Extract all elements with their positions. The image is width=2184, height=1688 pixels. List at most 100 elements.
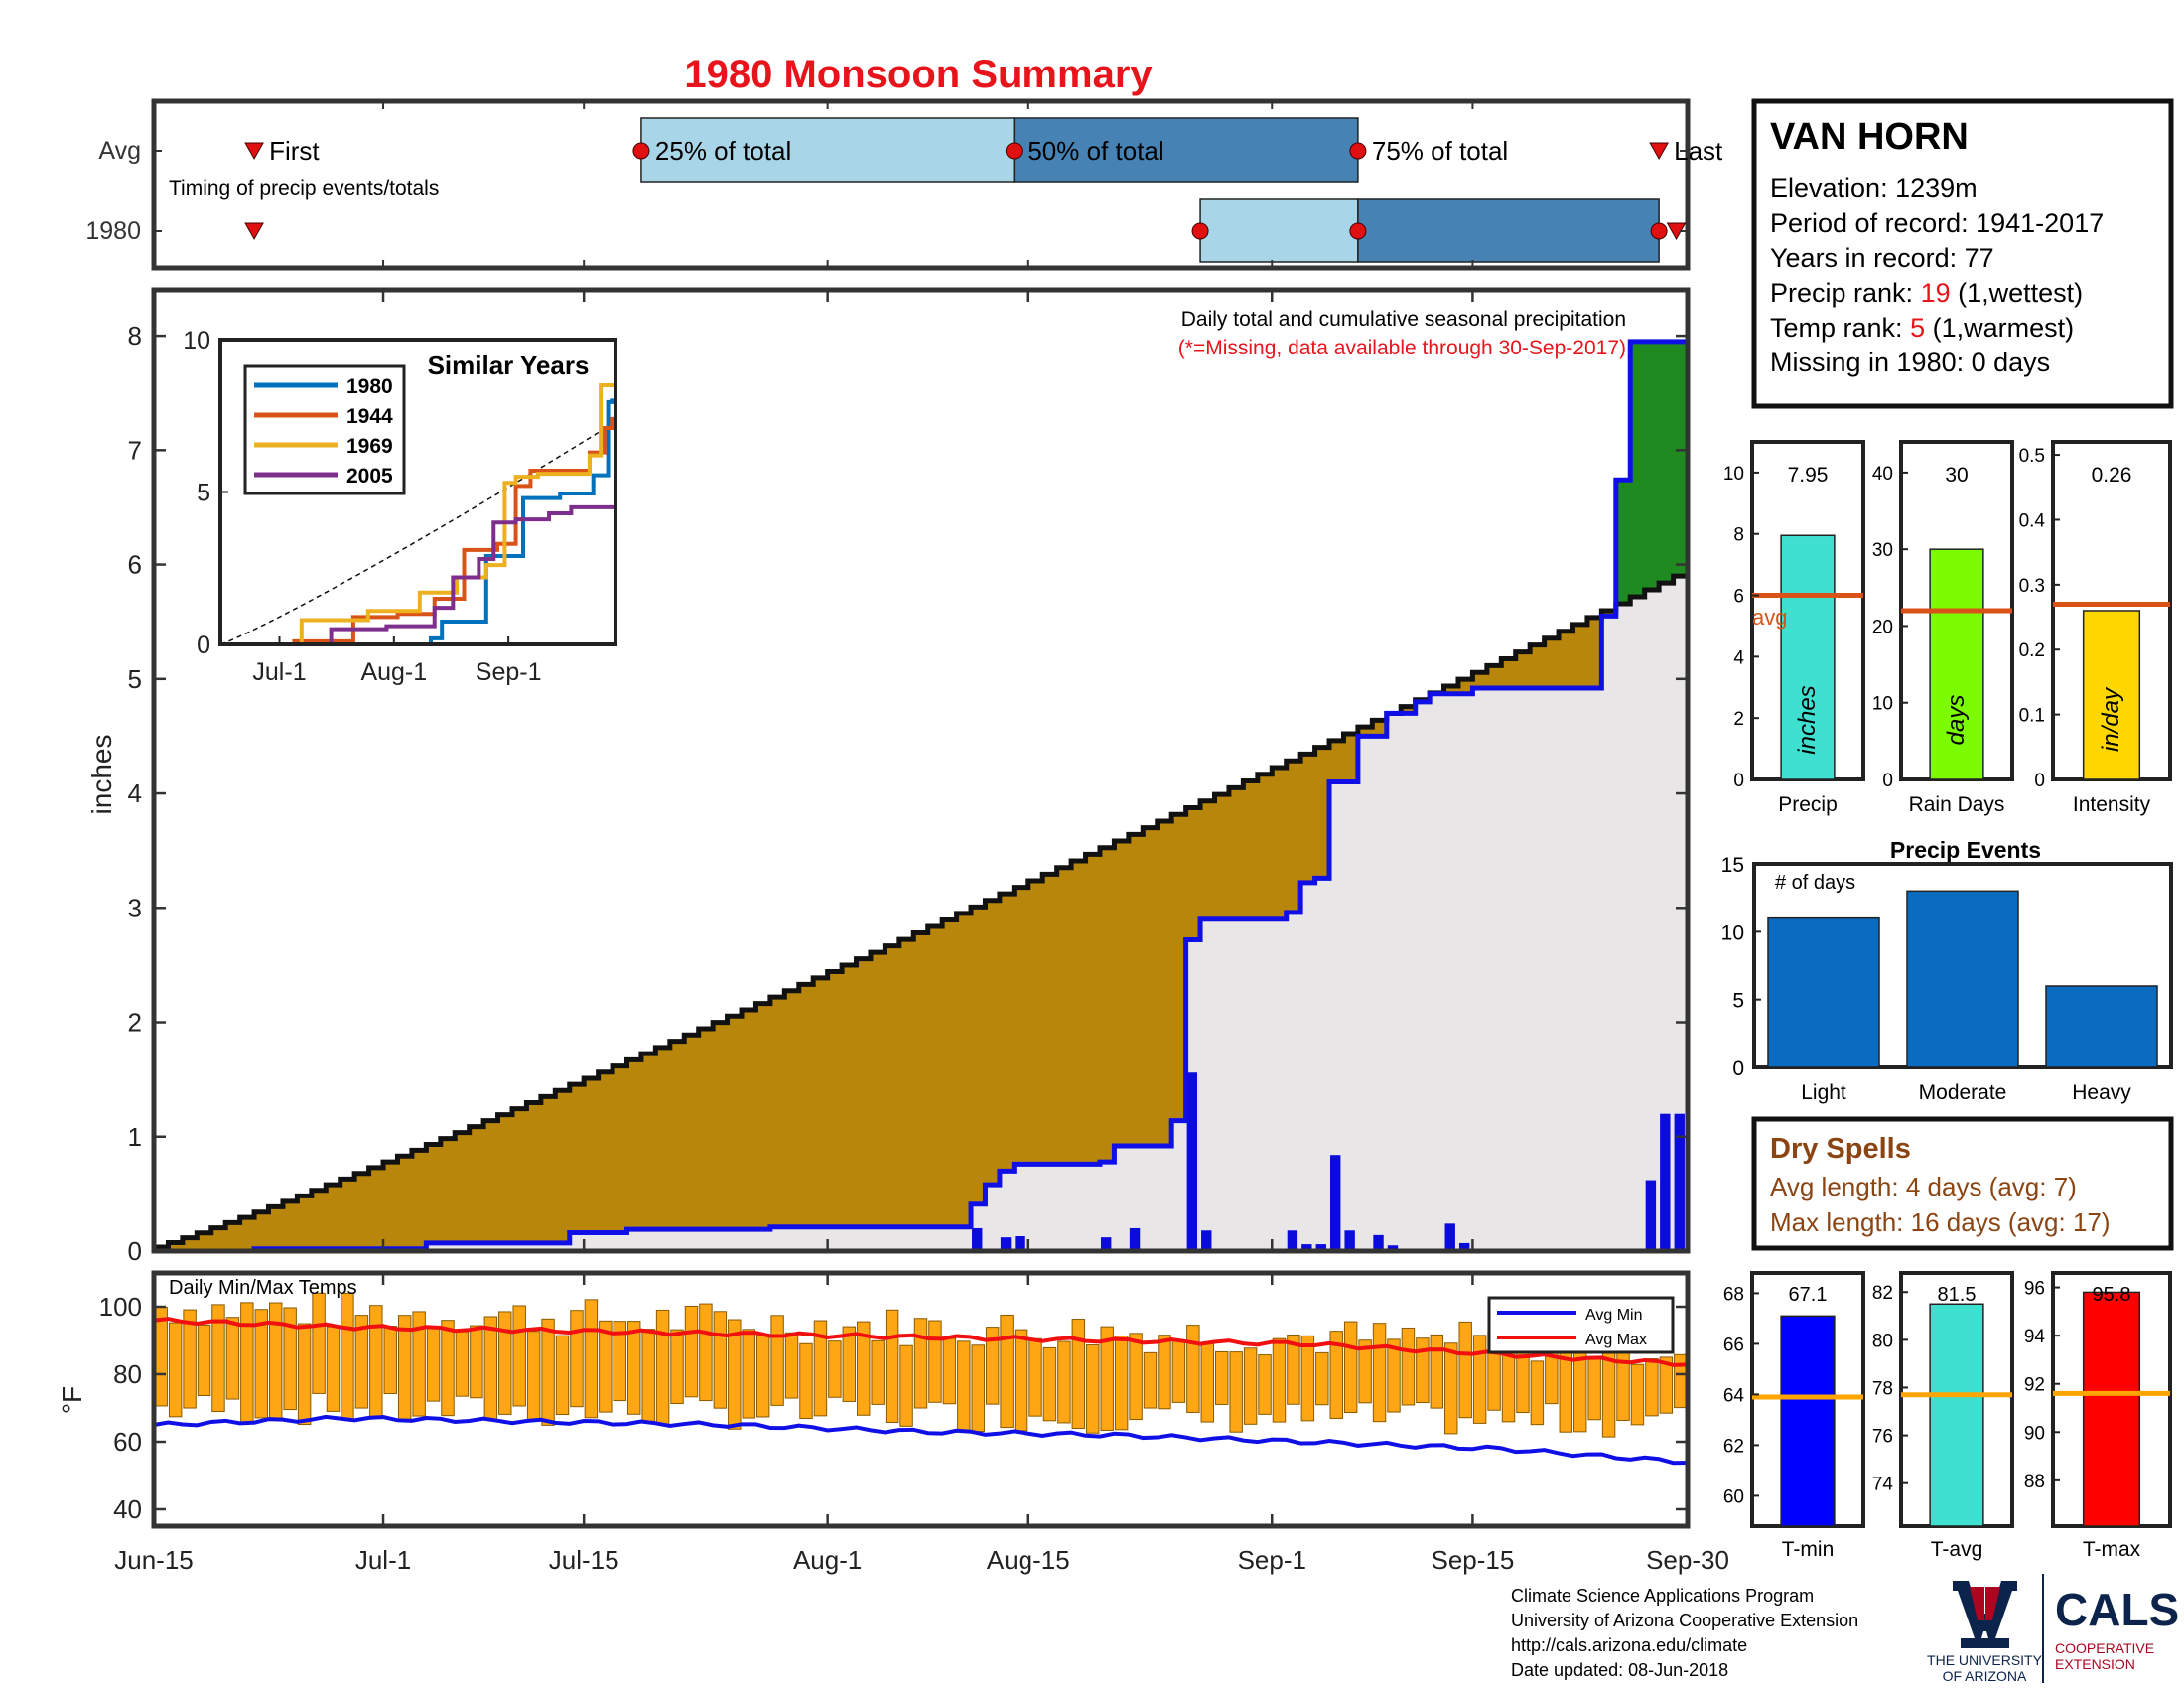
cumulative-base-area xyxy=(727,1229,743,1251)
cumulative-deficit-area xyxy=(168,1242,184,1251)
cumulative-deficit-area xyxy=(1071,861,1087,1165)
inset-xtick-label: Sep-1 xyxy=(476,658,542,686)
daily-temp-bar xyxy=(1000,1314,1014,1429)
inset-ytick-label: 5 xyxy=(197,480,210,507)
daily-temp-bar xyxy=(1114,1335,1129,1431)
daily-temp-bar xyxy=(1129,1333,1143,1421)
intensity-tick-label: 0.5 xyxy=(2019,446,2045,467)
x-tick-label: Aug-15 xyxy=(987,1545,1070,1575)
cumulative-base-area xyxy=(927,1226,943,1251)
daily-temp-bar xyxy=(1229,1351,1243,1433)
cumulative-base-area xyxy=(1401,713,1417,1251)
cumulative-deficit-area xyxy=(684,1035,700,1230)
daily-temp-bar xyxy=(928,1320,942,1403)
cumulative-surplus-area xyxy=(1615,480,1631,605)
precip-ytick-label: 4 xyxy=(128,778,142,808)
cumulative-base-area xyxy=(1071,1164,1087,1251)
dry-spells: Dry Spells Avg length: 4 days (avg: 7) M… xyxy=(1751,1116,2174,1251)
tmin-tick-label: 66 xyxy=(1723,1335,1744,1355)
intensity-value: 0.26 xyxy=(2092,464,2132,487)
cumulative-deficit-area xyxy=(1157,820,1172,1146)
cumulative-deficit-area xyxy=(999,894,1015,1172)
daily-temp-bar xyxy=(942,1337,957,1405)
daily-temp-bar xyxy=(1430,1334,1444,1409)
cumulative-base-area xyxy=(1515,688,1531,1251)
cumulative-deficit-area xyxy=(455,1132,471,1243)
daily-temp-bar xyxy=(470,1325,483,1399)
timing-75-label: 75% of total xyxy=(1372,136,1508,166)
station-years: Years in record: 77 xyxy=(1770,243,1994,273)
daily-precip-bar xyxy=(972,1227,983,1251)
cumulative-base-area xyxy=(1530,688,1546,1251)
ua-logo: THE UNIVERSITY OF ARIZONA CALS COOPERATI… xyxy=(1927,1574,2179,1684)
cumulative-deficit-area xyxy=(885,945,900,1227)
daily-temp-bar xyxy=(913,1318,928,1409)
avg-max-line xyxy=(153,1317,1689,1367)
cumulative-surplus-area xyxy=(1630,341,1646,598)
daily-temp-bar xyxy=(240,1302,254,1424)
cumulative-base-area xyxy=(655,1229,671,1251)
cumulative-base-area xyxy=(1099,1162,1116,1251)
tavg-tick-label: 76 xyxy=(1872,1427,1893,1448)
station-period: Period of record: 1941-2017 xyxy=(1770,209,2104,238)
daily-precip-bar xyxy=(1100,1237,1112,1251)
cumulative-deficit-area xyxy=(1300,754,1316,883)
cumulative-base-area xyxy=(1443,693,1459,1251)
cumulative-base-area xyxy=(540,1242,556,1251)
daily-temp-bar xyxy=(1601,1351,1616,1438)
timing-avg-bar-25-50 xyxy=(640,117,1016,183)
daily-temp-bar xyxy=(1659,1356,1674,1414)
precip-frame xyxy=(151,287,1691,1254)
daily-temp-bar xyxy=(613,1321,626,1402)
cumulative-base-area xyxy=(827,1226,843,1251)
cumulative-deficit-area xyxy=(225,1222,241,1251)
cumulative-deficit-area xyxy=(1042,874,1058,1165)
x-tick-label: Jul-15 xyxy=(549,1545,619,1575)
x-tick-label: Aug-1 xyxy=(793,1545,862,1575)
cumulative-base-area xyxy=(526,1242,542,1251)
cumulative-base-area xyxy=(1128,1145,1144,1251)
cumulative-deficit-area xyxy=(1257,774,1273,919)
footer-line2: University of Arizona Cooperative Extens… xyxy=(1511,1611,1858,1630)
daily-precip-bar xyxy=(1201,1230,1212,1251)
daily-precip-bar xyxy=(1458,1242,1470,1251)
tmax-value: 95.8 xyxy=(2093,1284,2131,1306)
daily-temp-bar xyxy=(1645,1358,1659,1417)
cumulative-base-area xyxy=(483,1242,499,1251)
rain_days-bar xyxy=(1929,548,1984,780)
daily-temp-bar xyxy=(1287,1334,1300,1405)
cumulative-deficit-area xyxy=(1128,834,1144,1146)
rain_days-unit: days xyxy=(1943,695,1970,746)
daily-temp-bar xyxy=(899,1344,913,1427)
daily-temp-bar xyxy=(828,1340,842,1398)
daily-temp-bar xyxy=(1028,1337,1042,1417)
cumulative-base-area xyxy=(1014,1164,1029,1251)
cumulative-deficit-area xyxy=(1056,867,1072,1165)
precip-value: 7.95 xyxy=(1788,464,1829,487)
daily-temp-bar xyxy=(1272,1337,1287,1423)
cumulative-base-area xyxy=(1472,688,1488,1251)
timing-avg-bar-50-75 xyxy=(1013,117,1359,183)
daily-temp-bar xyxy=(842,1326,857,1402)
cumulative-deficit-area xyxy=(727,1016,743,1230)
cumulative-surplus-area xyxy=(1659,341,1675,584)
cumulative-base-area xyxy=(511,1242,528,1251)
cumulative-base-area xyxy=(1659,583,1675,1251)
daily-temp-bar xyxy=(1358,1339,1372,1404)
timing-50-label: 50% of total xyxy=(1027,136,1163,166)
precip-ytick-label: 5 xyxy=(128,664,142,694)
cals-logo: CALS xyxy=(2055,1584,2179,1635)
cumulative-deficit-area xyxy=(1343,734,1359,782)
temp-frame xyxy=(151,1270,1691,1529)
daily-temp-bar xyxy=(1416,1337,1430,1404)
intensity-unit: in/day xyxy=(2098,686,2124,752)
precip-unit: inches xyxy=(1794,685,1821,754)
precip-ytick-label: 0 xyxy=(128,1236,142,1266)
precip-ytick-label: 8 xyxy=(128,321,142,351)
cumulative-base-area xyxy=(469,1242,484,1251)
tmax-tick-label: 92 xyxy=(2024,1375,2045,1396)
inset-xtick-label: Jul-1 xyxy=(252,658,306,686)
cumulative-deficit-area xyxy=(569,1084,585,1233)
daily-temp-bar xyxy=(1329,1331,1343,1419)
